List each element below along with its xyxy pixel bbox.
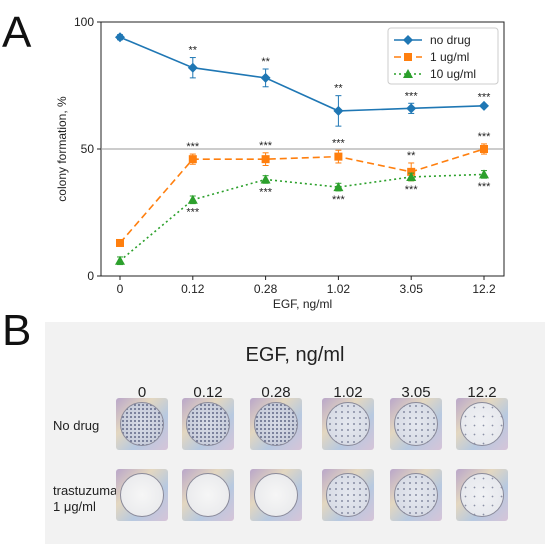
legend-marker	[403, 69, 413, 78]
data-point-1-ug-ml	[261, 155, 270, 164]
culture-dish	[460, 402, 504, 446]
significance-label: ***	[405, 90, 419, 102]
egf-dose-label: 12.2	[467, 384, 497, 401]
well-images-panel: EGF, ng/ml 0 0.12 0.28 1.02 3.05 12.2 No drug t…	[45, 322, 545, 544]
significance-label: ***	[405, 184, 419, 196]
data-point-1-ug-ml	[334, 152, 343, 161]
culture-well-image	[116, 398, 168, 450]
culture-dish	[186, 473, 230, 517]
data-point-1-ug-ml	[480, 145, 488, 153]
culture-dish	[120, 402, 164, 446]
culture-well-image	[390, 398, 442, 450]
significance-label: ***	[478, 92, 492, 104]
culture-dish	[326, 473, 370, 517]
significance-label: **	[261, 56, 270, 68]
significance-label: **	[407, 150, 416, 162]
egf-dose-label: 1.02	[333, 384, 363, 401]
legend-label: no drug	[430, 33, 471, 47]
legend-label: 10 ug/ml	[430, 67, 476, 81]
culture-well-image	[456, 398, 508, 450]
legend-marker	[404, 53, 412, 61]
culture-dish	[326, 402, 370, 446]
well-row-label: trastuzumab, 1 μg/ml	[53, 483, 128, 515]
x-tick-label: 0	[117, 282, 124, 296]
series-line-1-ug-ml	[119, 148, 485, 244]
significance-label: ***	[478, 181, 492, 193]
x-tick-label: 0.12	[181, 282, 205, 296]
series-line-10-ug-ml	[119, 173, 485, 262]
significance-label: ***	[478, 131, 492, 143]
culture-well-image	[250, 398, 302, 450]
significance-label: ***	[186, 207, 200, 219]
data-point-no-drug	[187, 62, 198, 73]
significance-label: ***	[259, 140, 273, 152]
legend-label: 1 ug/ml	[430, 50, 469, 64]
data-point-no-drug	[260, 72, 271, 83]
wells-egf-title: EGF, ng/ml	[245, 344, 345, 366]
panel-a-letter: A	[2, 8, 32, 57]
series-line-no-drug	[119, 36, 485, 112]
egf-dose-label: 0.12	[193, 384, 223, 401]
y-tick-label: 100	[74, 15, 94, 29]
x-axis-label: EGF, ng/ml	[273, 297, 332, 311]
y-tick-label: 50	[81, 142, 95, 156]
culture-well-image	[182, 469, 234, 521]
data-point-10-ug-ml	[115, 255, 125, 265]
significance-label: ***	[259, 186, 273, 198]
panel-b-letter: B	[2, 306, 32, 355]
data-point-10-ug-ml	[333, 182, 344, 192]
culture-dish	[460, 473, 504, 517]
culture-dish	[254, 402, 298, 446]
culture-dish	[186, 402, 230, 446]
data-point-no-drug	[115, 32, 125, 43]
egf-dose-label: 0	[137, 384, 147, 401]
data-point-no-drug	[406, 103, 417, 114]
legend-box	[387, 27, 499, 85]
well-row-label-line: 1 μg/ml	[53, 499, 96, 514]
well-row-label-line: No drug	[53, 418, 100, 433]
culture-well-image	[182, 398, 234, 450]
data-point-no-drug	[479, 100, 489, 111]
culture-dish	[394, 402, 438, 446]
significance-label: **	[189, 45, 198, 57]
y-tick-label: 0	[87, 269, 94, 283]
data-point-10-ug-ml	[187, 194, 198, 204]
culture-dish	[254, 473, 298, 517]
x-tick-label: 12.2	[472, 282, 496, 296]
culture-well-image	[322, 469, 374, 521]
y-axis-label: colony formation, %	[55, 96, 69, 202]
data-point-1-ug-ml	[188, 155, 197, 164]
data-point-10-ug-ml	[406, 171, 417, 181]
data-point-10-ug-ml	[479, 169, 489, 179]
x-tick-label: 0.28	[254, 282, 278, 296]
culture-well-image	[322, 398, 374, 450]
egf-dose-label: 3.05	[401, 384, 431, 401]
culture-well-image	[250, 469, 302, 521]
significance-label: ***	[332, 137, 346, 149]
egf-dose-label: 0.28	[261, 384, 291, 401]
culture-well-image	[390, 469, 442, 521]
significance-label: ***	[332, 194, 346, 206]
colony-formation-chart: 0 50 100 0 0.12 0.28 1.02 3.05 12.2 EGF, ng/ml col…	[55, 15, 505, 311]
data-point-10-ug-ml	[260, 174, 271, 184]
culture-dish	[394, 473, 438, 517]
data-point-1-ug-ml	[116, 238, 124, 247]
culture-dish	[120, 473, 164, 517]
legend-marker	[403, 35, 413, 45]
data-point-no-drug	[333, 105, 344, 116]
x-tick-label: 1.02	[327, 282, 351, 296]
culture-well-image	[116, 469, 168, 521]
x-tick-label: 3.05	[400, 282, 424, 296]
well-row-label-line: trastuzumab,	[53, 483, 129, 498]
well-row-label: No drug	[53, 418, 99, 434]
data-point-1-ug-ml	[407, 167, 416, 176]
significance-label: ***	[186, 141, 200, 153]
significance-label: **	[334, 83, 343, 95]
culture-well-image	[456, 469, 508, 521]
